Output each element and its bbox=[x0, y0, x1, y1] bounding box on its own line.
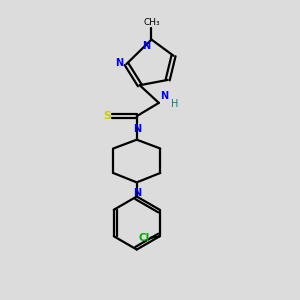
Text: CH₃: CH₃ bbox=[143, 18, 160, 27]
Text: N: N bbox=[115, 58, 123, 68]
Text: N: N bbox=[133, 188, 141, 198]
Text: N: N bbox=[160, 92, 168, 101]
Text: N: N bbox=[142, 41, 150, 51]
Text: N: N bbox=[133, 124, 141, 134]
Text: Cl: Cl bbox=[139, 233, 150, 243]
Text: S: S bbox=[103, 111, 111, 121]
Text: H: H bbox=[171, 99, 178, 110]
